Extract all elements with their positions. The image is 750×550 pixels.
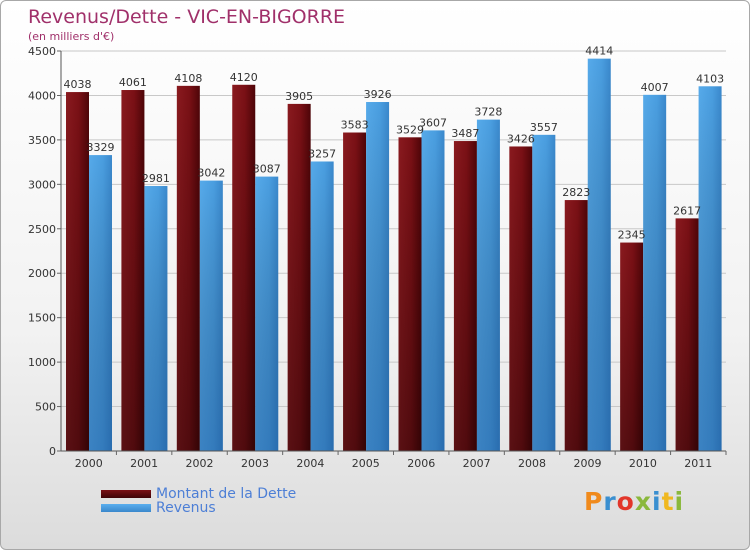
bar-shade-debt-2002 xyxy=(176,85,200,451)
logo-letter: i xyxy=(674,487,685,516)
bar-shade-revenue-2002 xyxy=(199,180,223,451)
x-tick-label: 2009 xyxy=(573,457,601,470)
bar-shade-debt-2003 xyxy=(232,84,256,452)
data-label-revenue-2009: 4414 xyxy=(585,45,613,58)
x-tick-label: 2000 xyxy=(75,457,103,470)
legend-label-debt: Montant de la Dette xyxy=(156,486,297,502)
y-tick-label: 3000 xyxy=(28,178,56,191)
data-label-revenue-2010: 4007 xyxy=(641,81,669,94)
x-tick-label: 2006 xyxy=(407,457,435,470)
bar-shade-debt-2005 xyxy=(343,132,367,451)
bar-shade-revenue-2001 xyxy=(144,186,168,451)
bar-shade-debt-2001 xyxy=(121,90,145,452)
logo-letter: i xyxy=(652,487,662,516)
bar-shade-revenue-2007 xyxy=(476,119,500,451)
bar-shade-revenue-2008 xyxy=(532,134,556,452)
data-label-debt-2004: 3905 xyxy=(285,90,313,103)
data-label-revenue-2007: 3728 xyxy=(474,106,502,119)
x-tick-label: 2001 xyxy=(130,457,158,470)
bar-shade-debt-2004 xyxy=(287,103,311,451)
bar-shade-revenue-2000 xyxy=(89,155,112,452)
bar-shade-debt-2009 xyxy=(564,200,588,451)
x-tick-label: 2003 xyxy=(241,457,269,470)
proxiti-logo: Proxiti xyxy=(584,487,684,516)
bar-shade-debt-2006 xyxy=(398,137,422,452)
data-label-debt-2000: 4038 xyxy=(64,78,92,91)
logo-letter: P xyxy=(584,487,604,516)
data-label-revenue-2006: 3607 xyxy=(419,116,447,129)
bar-shade-revenue-2006 xyxy=(421,130,445,451)
y-tick-label: 4500 xyxy=(28,45,56,58)
bar-shade-revenue-2003 xyxy=(255,176,279,451)
bar-shade-debt-2010 xyxy=(620,242,644,451)
legend-swatch-debt xyxy=(101,490,151,498)
bar-shade-revenue-2004 xyxy=(310,161,334,451)
data-label-debt-2009: 2823 xyxy=(562,186,590,199)
y-tick-label: 0 xyxy=(49,445,56,458)
chart-title: Revenus/Dette - VIC-EN-BIGORRE xyxy=(28,6,346,28)
legend-swatch-revenue xyxy=(101,504,151,512)
y-tick-label: 3500 xyxy=(28,134,56,147)
legend-label-revenue: Revenus xyxy=(156,500,216,516)
bar-shade-debt-2007 xyxy=(453,141,477,452)
y-tick-label: 4000 xyxy=(28,89,56,102)
x-tick-label: 2010 xyxy=(629,457,657,470)
data-label-debt-2006: 3529 xyxy=(396,123,424,136)
logo-letter: x xyxy=(634,487,652,516)
bar-shade-debt-2000 xyxy=(66,92,89,452)
x-tick-label: 2007 xyxy=(463,457,491,470)
chart-subtitle: (en milliers d'€) xyxy=(28,30,115,43)
data-label-revenue-2011: 4103 xyxy=(696,72,724,85)
data-label-debt-2001: 4061 xyxy=(119,76,147,89)
data-label-revenue-2005: 3926 xyxy=(364,88,392,101)
data-label-revenue-2004: 3257 xyxy=(308,147,336,160)
y-tick-label: 2000 xyxy=(28,267,56,280)
data-label-revenue-2008: 3557 xyxy=(530,121,558,134)
data-label-debt-2011: 2617 xyxy=(673,204,701,217)
data-label-revenue-2002: 3042 xyxy=(197,167,225,180)
data-label-revenue-2000: 3329 xyxy=(87,141,115,154)
data-label-debt-2010: 2345 xyxy=(618,229,646,242)
logo-letter: t xyxy=(661,487,675,516)
y-tick-label: 500 xyxy=(35,401,56,414)
bar-shade-revenue-2009 xyxy=(587,58,611,452)
x-tick-label: 2008 xyxy=(518,457,546,470)
bar-shade-debt-2008 xyxy=(509,146,533,451)
y-tick-label: 2500 xyxy=(28,223,56,236)
x-tick-label: 2002 xyxy=(186,457,214,470)
x-tick-label: 2005 xyxy=(352,457,380,470)
y-tick-label: 1500 xyxy=(28,312,56,325)
bar-shade-revenue-2010 xyxy=(643,94,667,452)
x-tick-label: 2004 xyxy=(296,457,324,470)
data-label-revenue-2001: 2981 xyxy=(142,172,170,185)
data-label-debt-2007: 3487 xyxy=(451,127,479,140)
data-label-debt-2008: 3426 xyxy=(507,132,535,145)
data-label-debt-2005: 3583 xyxy=(341,119,369,132)
bar-shade-debt-2011 xyxy=(675,218,699,451)
y-tick-label: 1000 xyxy=(28,356,56,369)
data-label-revenue-2003: 3087 xyxy=(253,163,281,176)
bar-shade-revenue-2005 xyxy=(366,102,390,452)
data-label-debt-2003: 4120 xyxy=(230,71,258,84)
data-label-debt-2002: 4108 xyxy=(174,72,202,85)
logo-letter: o xyxy=(616,487,635,516)
bar-shade-revenue-2011 xyxy=(698,86,722,452)
x-tick-label: 2011 xyxy=(684,457,712,470)
logo-letter: r xyxy=(603,487,617,516)
